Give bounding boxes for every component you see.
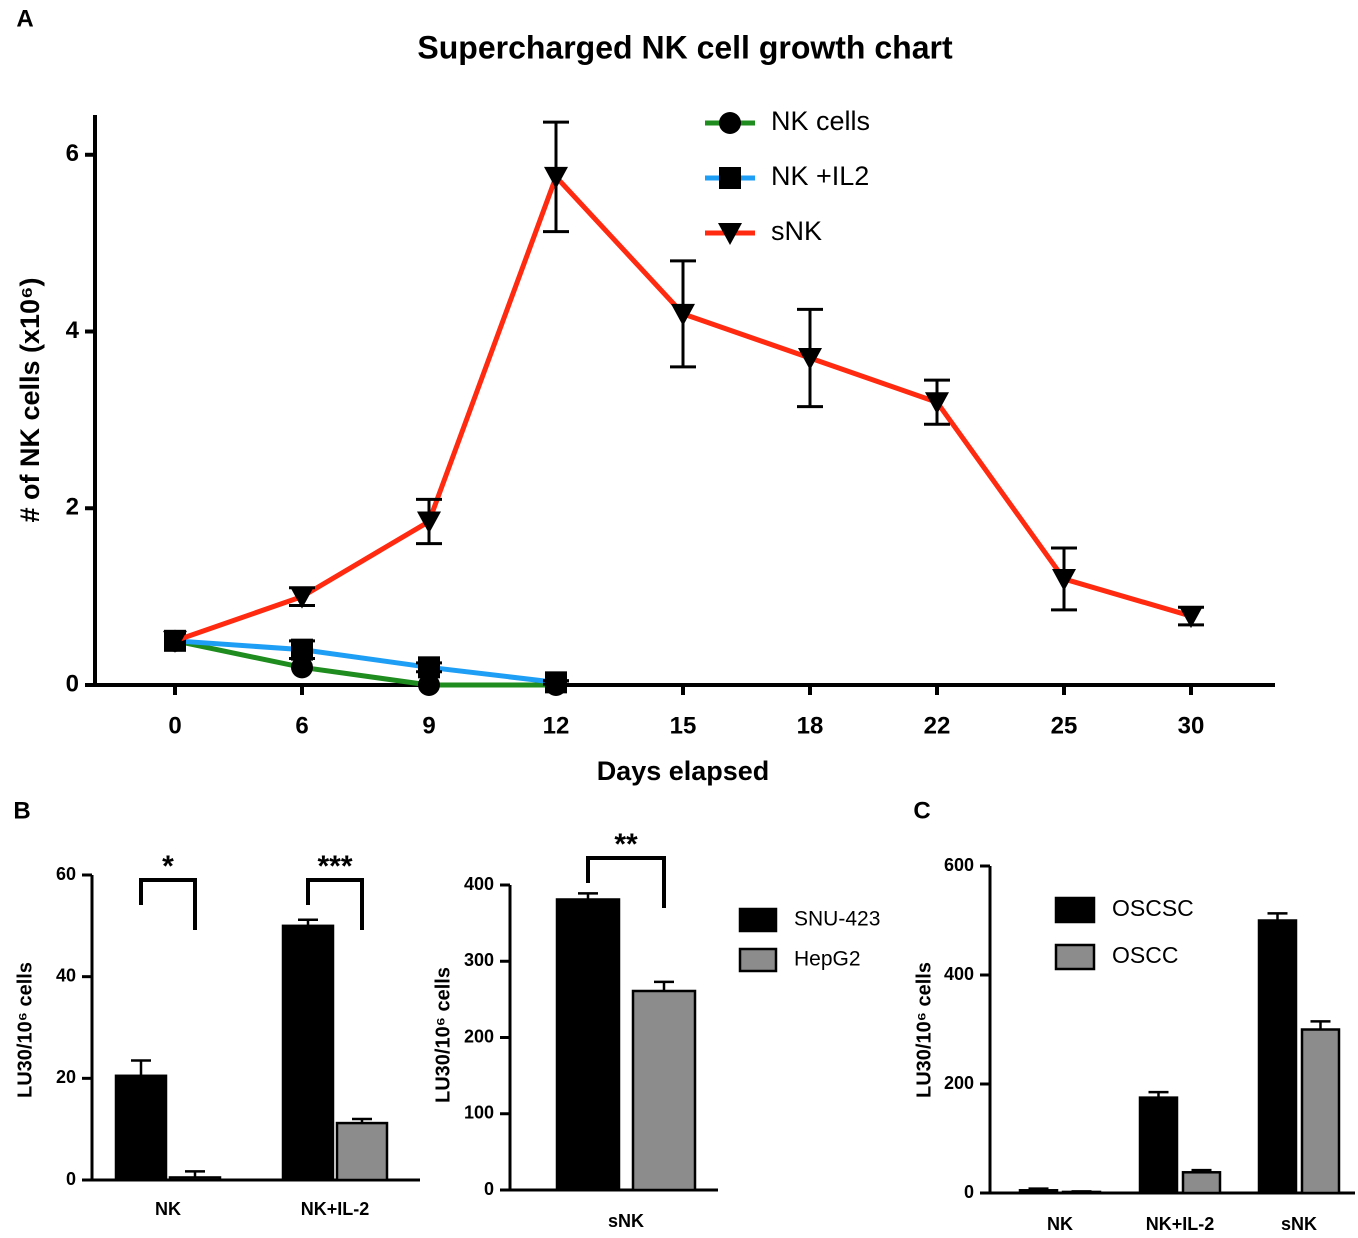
x-tick-label: 25 xyxy=(1051,712,1078,739)
y-tick-label: 400 xyxy=(944,964,974,984)
marker xyxy=(925,392,949,415)
series-line xyxy=(174,638,556,688)
x-tick-label: 9 xyxy=(422,712,435,739)
significance-bracket xyxy=(306,878,364,930)
significance-label: ** xyxy=(614,828,638,861)
significance-label: * xyxy=(162,850,174,883)
bar xyxy=(168,1176,222,1182)
y-tick-label: 0 xyxy=(964,1182,974,1202)
marker xyxy=(417,511,441,534)
bar xyxy=(631,989,697,1192)
bar xyxy=(555,898,621,1192)
error-bar xyxy=(131,1059,151,1076)
x-tick-label: NK xyxy=(1047,1214,1073,1234)
series-line xyxy=(174,638,557,685)
y-tick-label: 200 xyxy=(944,1073,974,1093)
x-tick-label: sNK xyxy=(1281,1214,1317,1234)
y-tick-label: 200 xyxy=(464,1026,494,1046)
y-tick-label: 4 xyxy=(66,317,80,344)
bar xyxy=(1300,1028,1341,1195)
x-tick-label: 30 xyxy=(1178,712,1205,739)
legend-swatch xyxy=(1054,896,1096,924)
chart-title: Supercharged NK cell growth chart xyxy=(417,29,953,65)
y-axis-label: # of NK cells (x10⁶) xyxy=(15,277,45,522)
y-tick-label: 600 xyxy=(944,855,974,875)
marker xyxy=(718,223,742,245)
marker xyxy=(291,656,313,679)
legend-label: SNU-423 xyxy=(794,908,880,931)
marker xyxy=(544,166,568,189)
marker xyxy=(163,630,187,653)
marker xyxy=(719,112,741,134)
y-tick-label: 40 xyxy=(56,965,76,985)
error-bar xyxy=(654,980,674,991)
x-tick-label: 18 xyxy=(797,712,824,739)
significance-label: *** xyxy=(317,850,352,883)
y-tick-label: 6 xyxy=(66,140,79,167)
legend-label: NK +IL2 xyxy=(771,161,869,191)
legend-swatch xyxy=(738,947,778,973)
y-tick-label: 0 xyxy=(66,670,79,697)
marker xyxy=(418,674,440,696)
x-tick-label: sNK xyxy=(608,1211,644,1231)
marker xyxy=(798,348,822,371)
legend-label: OSCC xyxy=(1112,942,1178,968)
y-tick-label: 0 xyxy=(66,1169,76,1189)
y-axis-label: LU30/10⁶ cells xyxy=(14,962,36,1098)
significance-bracket xyxy=(586,856,666,908)
x-tick-label: 6 xyxy=(295,712,308,739)
x-tick-label: NK+IL-2 xyxy=(301,1199,370,1219)
y-tick-label: 300 xyxy=(464,950,494,970)
marker xyxy=(290,586,314,609)
x-tick-label: NK+IL-2 xyxy=(1146,1214,1215,1234)
legend-swatch xyxy=(738,907,778,933)
legend-label: HepG2 xyxy=(794,948,861,971)
x-tick-label: 12 xyxy=(543,712,570,739)
x-tick-label: NK xyxy=(155,1199,181,1219)
panel-letter: B xyxy=(13,797,30,824)
y-tick-label: 20 xyxy=(56,1067,76,1087)
marker xyxy=(545,671,567,694)
marker xyxy=(719,167,741,189)
x-tick-label: 22 xyxy=(924,712,951,739)
marker xyxy=(1052,568,1076,591)
bar xyxy=(1181,1171,1222,1195)
y-axis-label: LU30/10⁶ cells xyxy=(913,962,935,1098)
x-tick-label: 0 xyxy=(168,712,181,739)
panel-letter: C xyxy=(913,797,930,824)
legend-label: NK cells xyxy=(771,106,870,136)
y-tick-label: 400 xyxy=(464,874,494,894)
bar xyxy=(114,1074,168,1182)
y-tick-label: 100 xyxy=(464,1103,494,1123)
y-axis-label: LU30/10⁶ cells xyxy=(432,967,454,1103)
significance-bracket xyxy=(139,878,197,930)
bar xyxy=(281,924,335,1182)
x-tick-label: 15 xyxy=(670,712,697,739)
bar xyxy=(1138,1096,1179,1195)
panel-letter: A xyxy=(16,5,33,32)
legend-swatch xyxy=(1054,943,1096,971)
series-line xyxy=(174,172,1192,644)
error-bar xyxy=(1310,1020,1331,1030)
marker xyxy=(418,656,440,679)
y-tick-label: 0 xyxy=(484,1179,494,1199)
bar xyxy=(1061,1190,1102,1195)
bar xyxy=(335,1121,389,1182)
y-tick-label: 2 xyxy=(66,494,79,521)
y-tick-label: 60 xyxy=(56,864,76,884)
marker xyxy=(1179,606,1203,629)
bar xyxy=(1257,919,1298,1195)
marker xyxy=(291,638,313,661)
marker xyxy=(671,303,695,326)
legend-label: OSCSC xyxy=(1112,895,1194,921)
legend-label: sNK xyxy=(771,216,822,246)
bar xyxy=(1018,1189,1059,1195)
x-axis-label: Days elapsed xyxy=(597,756,770,786)
